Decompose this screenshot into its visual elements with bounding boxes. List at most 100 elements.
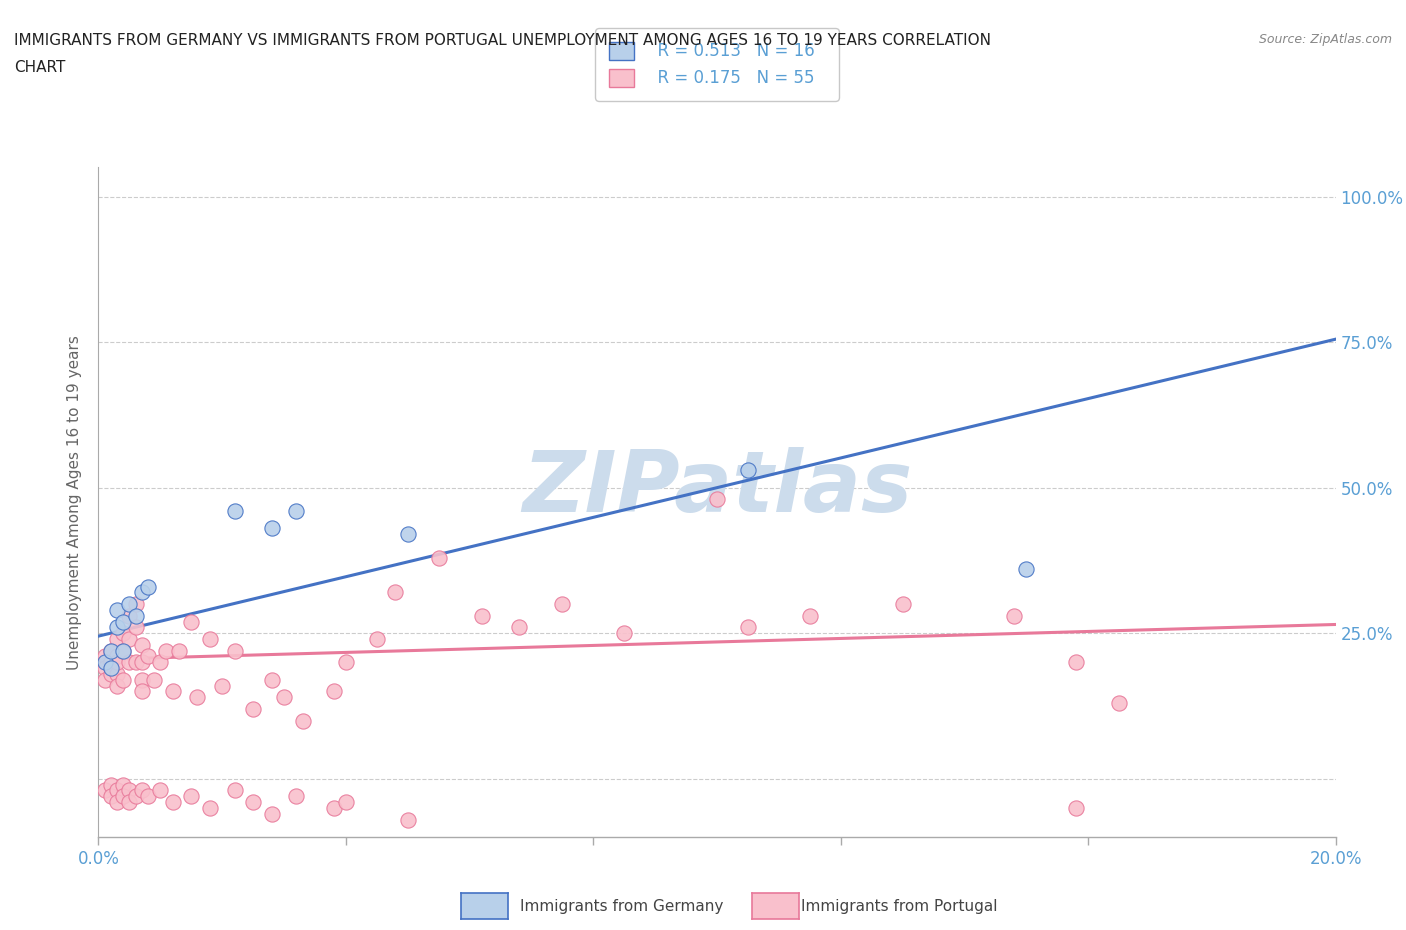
Point: [551, 597, 574, 612]
Point: [396, 812, 419, 827]
Point: [105, 783, 128, 798]
Point: [291, 713, 314, 728]
Point: [149, 655, 172, 670]
Y-axis label: Unemployment Among Ages 16 to 19 years: Unemployment Among Ages 16 to 19 years: [67, 335, 83, 670]
Point: [112, 626, 135, 641]
Point: [112, 614, 135, 629]
Point: [124, 608, 146, 623]
Point: [366, 631, 388, 646]
Point: [322, 684, 344, 698]
Point: [131, 655, 153, 670]
Text: Source: ZipAtlas.com: Source: ZipAtlas.com: [1258, 33, 1392, 46]
Point: [167, 644, 190, 658]
Point: [260, 521, 283, 536]
Point: [396, 526, 419, 541]
Point: [124, 620, 146, 635]
Point: [100, 789, 122, 804]
Point: [100, 644, 122, 658]
Point: [93, 649, 115, 664]
Point: [105, 667, 128, 682]
Point: [131, 783, 153, 798]
Point: [1064, 655, 1087, 670]
Point: [198, 801, 221, 816]
Point: [335, 794, 357, 809]
Point: [384, 585, 406, 600]
Point: [471, 608, 494, 623]
Point: [100, 660, 122, 675]
Text: CHART: CHART: [14, 60, 66, 75]
Point: [891, 597, 914, 612]
Point: [93, 660, 115, 675]
Point: [131, 684, 153, 698]
Point: [124, 597, 146, 612]
Point: [186, 690, 208, 705]
Point: [737, 620, 759, 635]
Point: [1064, 801, 1087, 816]
Text: Immigrants from Portugal: Immigrants from Portugal: [801, 899, 998, 914]
Point: [131, 637, 153, 652]
Point: [93, 783, 115, 798]
Point: [242, 794, 264, 809]
Point: [162, 794, 184, 809]
Text: Immigrants from Germany: Immigrants from Germany: [520, 899, 724, 914]
Point: [799, 608, 821, 623]
Point: [224, 503, 246, 518]
Point: [285, 789, 308, 804]
Point: [1015, 562, 1038, 577]
Point: [105, 631, 128, 646]
Point: [124, 655, 146, 670]
Point: [124, 789, 146, 804]
Point: [260, 806, 283, 821]
Point: [131, 585, 153, 600]
Point: [224, 783, 246, 798]
Point: [198, 631, 221, 646]
Point: [93, 672, 115, 687]
Point: [706, 492, 728, 507]
Point: [427, 550, 450, 565]
Point: [322, 801, 344, 816]
Text: ZIPatlas: ZIPatlas: [522, 447, 912, 530]
Point: [136, 789, 159, 804]
Point: [112, 777, 135, 792]
Point: [105, 649, 128, 664]
Point: [162, 684, 184, 698]
Point: [737, 463, 759, 478]
Point: [118, 597, 141, 612]
Point: [105, 603, 128, 618]
Point: [105, 620, 128, 635]
Point: [112, 644, 135, 658]
Point: [100, 655, 122, 670]
Point: [285, 503, 308, 518]
Point: [260, 672, 283, 687]
Point: [211, 678, 233, 693]
Point: [105, 794, 128, 809]
Point: [112, 644, 135, 658]
Point: [508, 620, 530, 635]
Point: [1002, 608, 1025, 623]
Text: IMMIGRANTS FROM GERMANY VS IMMIGRANTS FROM PORTUGAL UNEMPLOYMENT AMONG AGES 16 T: IMMIGRANTS FROM GERMANY VS IMMIGRANTS FR…: [14, 33, 991, 47]
Point: [1108, 696, 1130, 711]
Point: [100, 644, 122, 658]
Point: [155, 644, 177, 658]
Point: [100, 777, 122, 792]
Point: [100, 667, 122, 682]
Point: [118, 655, 141, 670]
Point: [224, 644, 246, 658]
Point: [118, 794, 141, 809]
Point: [112, 789, 135, 804]
Point: [93, 655, 115, 670]
Point: [118, 783, 141, 798]
Point: [105, 655, 128, 670]
Point: [180, 614, 202, 629]
Legend:   R = 0.513   N = 16  ,   R = 0.175   N = 55  : R = 0.513 N = 16 , R = 0.175 N = 55: [595, 29, 839, 100]
Point: [118, 608, 141, 623]
Point: [112, 672, 135, 687]
Point: [149, 783, 172, 798]
Point: [335, 655, 357, 670]
Point: [180, 789, 202, 804]
Point: [136, 579, 159, 594]
Point: [273, 690, 295, 705]
Point: [105, 678, 128, 693]
Point: [136, 649, 159, 664]
Point: [613, 626, 636, 641]
